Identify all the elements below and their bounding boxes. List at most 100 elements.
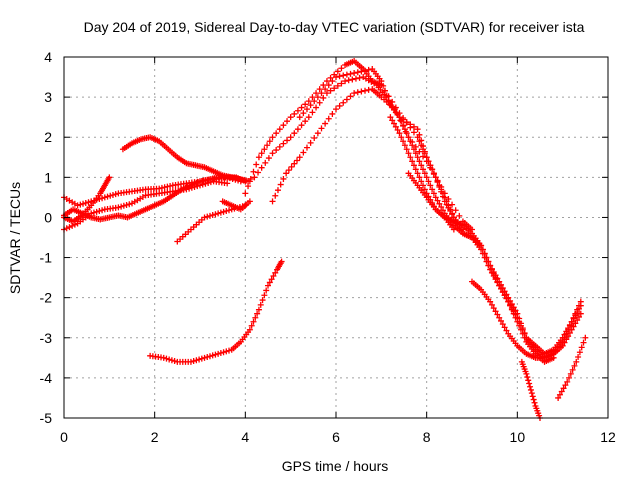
data-point — [570, 323, 577, 330]
data-point — [347, 93, 354, 100]
data-point — [505, 298, 512, 305]
data-point — [567, 370, 574, 377]
data-point — [66, 224, 73, 231]
data-point — [575, 313, 582, 320]
data-point — [284, 118, 291, 125]
data-point — [333, 74, 339, 81]
data-point — [365, 66, 372, 73]
data-point — [270, 273, 277, 280]
data-point — [568, 318, 575, 325]
data-point — [276, 126, 283, 133]
data-point — [255, 154, 262, 161]
data-point — [418, 137, 425, 144]
data-point — [416, 148, 423, 155]
data-point — [104, 193, 111, 200]
data-point — [427, 182, 434, 189]
data-point — [421, 186, 428, 193]
data-point — [340, 72, 347, 79]
series-arc-4 — [61, 174, 113, 225]
data-point — [320, 94, 327, 101]
data-point — [220, 208, 227, 215]
data-point — [447, 208, 454, 215]
data-point — [488, 301, 495, 308]
data-point — [327, 87, 334, 94]
x-axis-ticks: 0 2 4 6 8 10 12 — [60, 57, 616, 445]
y-tick-label: 4 — [44, 49, 52, 65]
data-point — [205, 179, 212, 186]
data-point — [85, 199, 92, 206]
data-point — [516, 315, 523, 322]
data-point — [163, 355, 170, 362]
data-point — [272, 192, 279, 199]
y-tick-label: -4 — [40, 370, 53, 386]
data-point — [296, 114, 303, 121]
data-point — [325, 82, 332, 89]
data-point — [441, 198, 448, 205]
data-point — [560, 385, 567, 392]
data-point — [291, 130, 298, 137]
x-tick-label: 2 — [151, 429, 159, 445]
data-point — [263, 287, 270, 294]
data-point — [266, 279, 273, 286]
data-point — [226, 207, 233, 214]
data-point — [242, 190, 249, 197]
data-point — [432, 194, 439, 201]
data-point — [320, 82, 327, 89]
data-point — [327, 74, 334, 81]
data-point — [565, 326, 572, 333]
data-point — [572, 312, 579, 319]
data-point — [569, 366, 576, 373]
data-point — [265, 155, 272, 162]
y-tick-label: 2 — [44, 129, 52, 145]
data-point — [490, 270, 497, 277]
data-point — [277, 181, 284, 188]
data-point — [252, 314, 259, 321]
data-point — [380, 82, 387, 89]
data-point — [206, 212, 213, 219]
data-point — [74, 202, 81, 209]
data-point — [106, 174, 113, 181]
x-tick-label: 4 — [241, 429, 249, 445]
data-point — [498, 317, 505, 324]
data-point — [99, 195, 106, 202]
data-point — [487, 298, 494, 305]
data-point — [329, 110, 336, 117]
data-point — [168, 357, 175, 364]
data-point — [483, 254, 490, 261]
data-point — [397, 117, 404, 124]
data-point — [305, 98, 312, 105]
data-point — [93, 208, 100, 215]
series-arc-7 — [219, 198, 253, 213]
data-point — [423, 174, 430, 181]
data-point — [429, 186, 436, 193]
data-point — [407, 121, 414, 128]
data-point — [302, 118, 309, 125]
data-point — [262, 159, 269, 166]
data-point — [294, 126, 301, 133]
data-point — [528, 390, 535, 397]
data-point — [485, 258, 492, 265]
data-point — [318, 125, 325, 132]
data-point — [300, 149, 307, 156]
data-point — [226, 347, 233, 354]
series-arc-2 — [61, 178, 231, 233]
data-point — [220, 349, 227, 356]
data-point — [272, 269, 279, 276]
data-point — [224, 180, 231, 187]
data-point — [381, 87, 388, 94]
data-point — [118, 203, 125, 210]
data-point — [577, 302, 584, 309]
data-point — [478, 242, 485, 249]
data-point — [503, 295, 510, 302]
data-point — [412, 150, 419, 157]
data-point — [418, 162, 425, 169]
data-point — [574, 309, 581, 316]
data-point — [383, 92, 390, 99]
x-axis-label: GPS time / hours — [282, 458, 389, 474]
data-point — [519, 330, 526, 337]
data-point — [409, 158, 416, 165]
data-point — [269, 198, 276, 205]
data-point — [318, 90, 325, 97]
data-point — [421, 170, 428, 177]
data-point — [508, 306, 515, 313]
